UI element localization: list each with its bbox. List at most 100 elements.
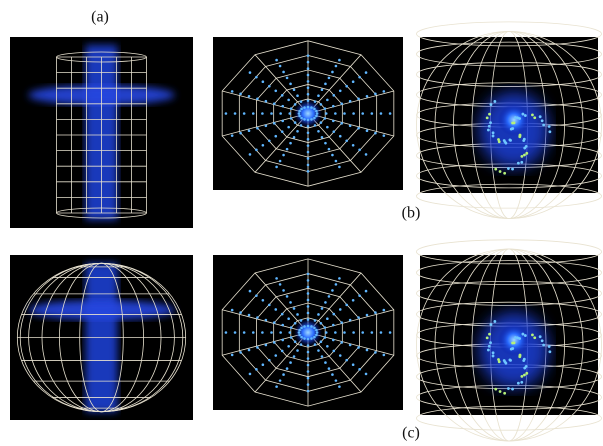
dot [349,124,352,127]
dot [321,88,324,91]
dot [522,139,525,142]
image-panel [213,255,403,410]
dot [273,102,276,105]
dot [274,89,277,92]
dot [357,346,360,349]
dot [307,93,310,96]
dot [268,139,271,142]
dot [316,331,319,334]
dot [262,144,265,147]
dot [300,124,303,127]
dot [279,160,282,163]
dot [352,363,355,366]
dot [345,85,348,88]
dot [345,139,348,142]
dot [262,80,265,83]
dot [349,319,352,322]
dot [289,361,292,364]
dot [374,311,377,314]
dot [371,331,374,334]
dot [361,112,364,115]
dot [331,154,334,157]
dot [307,279,310,282]
dot [294,340,297,343]
dot [548,125,551,128]
dot [332,120,335,123]
dot [328,77,331,80]
dot [531,333,534,336]
dot [279,283,282,286]
dot [332,94,335,97]
panel-label: (a) [91,9,109,26]
dot [275,59,278,62]
dot [332,313,335,316]
dot [286,148,289,151]
dot [486,336,489,339]
dot [374,93,377,96]
dot [314,319,317,322]
dot [524,114,527,117]
dot [352,112,355,115]
dot [325,331,328,334]
dot [249,153,252,156]
dot [331,289,334,292]
dot [490,323,493,326]
dot [324,336,327,339]
dot [503,172,506,175]
dot [293,307,296,310]
dot [231,354,234,357]
dot [279,331,282,334]
dot [307,357,310,360]
dot [518,135,521,138]
dot [314,124,317,127]
dot [307,312,310,315]
dot [389,331,392,334]
image-panel [213,37,403,190]
dot [328,148,331,151]
dot [270,112,273,115]
dot [357,127,360,130]
dot [307,86,310,89]
dot [289,83,292,86]
dot [513,342,516,345]
dot [517,382,520,385]
dot [374,351,377,354]
dot [335,379,338,382]
dot [255,149,258,152]
dot [307,54,310,57]
dot [338,277,341,280]
dot [345,304,348,307]
dot [303,325,306,328]
blue-disc [28,300,174,320]
dot [497,138,500,141]
dot [296,94,299,97]
dot [303,337,306,340]
dot [290,117,293,120]
dot [523,367,526,370]
dot [293,88,296,91]
dot [320,121,323,124]
dot [316,112,319,115]
dot [352,144,355,147]
dot [275,166,278,169]
dot [307,151,310,154]
dot [249,373,252,376]
dot [281,105,284,108]
dot [261,112,264,115]
dot [307,170,310,173]
dot [298,112,301,115]
dot [349,100,352,103]
dot [293,136,296,139]
dot [294,322,297,325]
dot [293,355,296,358]
dot [518,117,521,120]
dot [282,154,285,157]
dot [338,166,341,169]
dot [310,337,313,340]
dot [499,390,502,393]
dot [296,130,299,133]
dot [225,331,228,334]
dot [265,344,268,347]
dot [513,122,516,125]
dot [315,329,318,332]
